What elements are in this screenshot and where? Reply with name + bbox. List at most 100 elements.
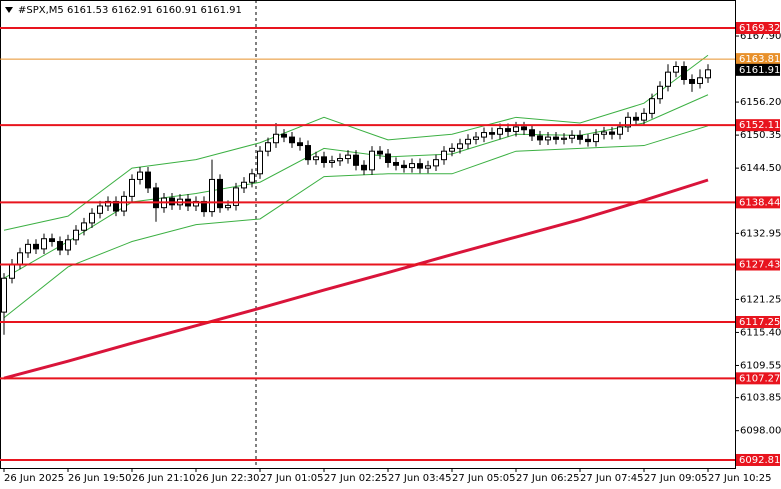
x-tick-label: 27 Jun 10:25 xyxy=(708,473,772,484)
candle-body xyxy=(593,133,599,143)
candle-body xyxy=(257,150,263,175)
candle-body xyxy=(241,181,247,189)
level-label-bg xyxy=(736,315,780,328)
candle-body xyxy=(473,136,479,140)
ask-label: 6163.81 xyxy=(739,54,780,65)
candle-body xyxy=(345,154,351,160)
level-label-bg xyxy=(736,453,780,466)
candle-body xyxy=(401,164,407,169)
level-label: 6107.27 xyxy=(739,373,780,384)
candle-body xyxy=(465,138,471,145)
candle-body xyxy=(33,243,39,250)
candle-body xyxy=(249,173,255,183)
menu-arrow[interactable] xyxy=(5,7,13,13)
candle-body xyxy=(97,205,103,214)
candle-body xyxy=(521,126,527,131)
candle-body xyxy=(17,252,23,265)
chart-title: #SPX,M5 6161.53 6162.91 6160.91 6161.91 xyxy=(18,5,242,16)
level-label-bg xyxy=(736,22,780,35)
candle-body xyxy=(361,164,367,171)
candle-body xyxy=(697,77,703,84)
candle-body xyxy=(689,78,695,84)
y-tick-label: 6156.20 xyxy=(740,97,781,108)
candle-body xyxy=(313,156,319,161)
candle-body xyxy=(129,178,135,197)
candle-body xyxy=(145,171,151,189)
band-lower xyxy=(3,125,709,319)
level-label-bg xyxy=(736,372,780,385)
candle-body xyxy=(561,137,567,140)
candle-body xyxy=(305,145,311,161)
y-tick-label: 6121.25 xyxy=(740,294,781,305)
candle-body xyxy=(73,229,79,241)
x-tick-label: 27 Jun 01:05 xyxy=(260,473,324,484)
y-tick-label: 6132.95 xyxy=(740,228,781,239)
candle-body xyxy=(505,128,511,132)
band-upper xyxy=(3,54,709,231)
candle-body xyxy=(209,178,215,213)
candle-body xyxy=(41,238,47,250)
level-label: 6169.32 xyxy=(739,23,780,34)
candle-body xyxy=(289,136,295,144)
candle-body xyxy=(601,131,607,135)
level-label: 6117.25 xyxy=(739,317,780,328)
candle-body xyxy=(705,69,711,79)
x-tick-label: 27 Jun 06:25 xyxy=(516,473,580,484)
candle-body xyxy=(329,160,335,163)
candle-body xyxy=(649,98,655,114)
candle-body xyxy=(449,147,455,152)
plot-border xyxy=(0,0,736,469)
candle-body xyxy=(121,195,127,212)
candle-body xyxy=(457,143,463,149)
candle-body xyxy=(353,154,359,166)
candle-body xyxy=(433,159,439,167)
candle-body xyxy=(577,134,583,140)
candle-body xyxy=(657,85,663,100)
candle-body xyxy=(625,116,631,128)
candle-body xyxy=(49,238,55,243)
y-tick-label: 6103.85 xyxy=(740,393,781,404)
x-tick-label: 27 Jun 09:05 xyxy=(644,473,708,484)
level-label-bg xyxy=(736,258,780,271)
moving-average xyxy=(3,178,709,380)
candle-body xyxy=(497,128,503,135)
candle-body xyxy=(65,239,71,251)
candle-body xyxy=(673,66,679,73)
candle-body xyxy=(273,133,279,144)
candle-body xyxy=(137,171,143,180)
level-label: 6092.81 xyxy=(739,455,780,466)
level-label-bg xyxy=(736,196,780,209)
candle-body xyxy=(633,116,639,121)
candle-body xyxy=(321,156,327,163)
x-tick-label: 27 Jun 03:45 xyxy=(388,473,452,484)
candle-body xyxy=(89,212,95,224)
ask-label-bg xyxy=(736,53,780,66)
candle-body xyxy=(681,66,687,80)
candle-body xyxy=(9,263,15,279)
candle-body xyxy=(585,138,591,143)
candle-body xyxy=(617,126,623,135)
candle-body xyxy=(553,136,559,140)
candle-body xyxy=(441,150,447,161)
level-label: 6138.44 xyxy=(739,197,780,208)
candle-body xyxy=(369,150,375,171)
candle-body xyxy=(81,222,87,231)
y-tick-label: 6150.35 xyxy=(740,130,781,141)
candle-body xyxy=(393,161,399,166)
last-price-label: 6161.91 xyxy=(739,65,780,76)
y-tick-label: 6167.90 xyxy=(740,31,781,42)
candle-body xyxy=(409,163,415,169)
candle-body xyxy=(1,277,7,313)
x-tick-label: 26 Jun 21:10 xyxy=(132,473,196,484)
y-tick-label: 6115.40 xyxy=(740,327,781,338)
candle-body xyxy=(425,165,431,169)
level-label: 6127.43 xyxy=(739,260,780,271)
x-tick-label: 26 Jun 19:50 xyxy=(68,473,132,484)
y-tick-label: 6109.55 xyxy=(740,360,781,371)
candle-body xyxy=(641,112,647,121)
candle-body xyxy=(265,142,271,152)
candle-body xyxy=(513,126,519,132)
candle-body xyxy=(665,71,671,87)
